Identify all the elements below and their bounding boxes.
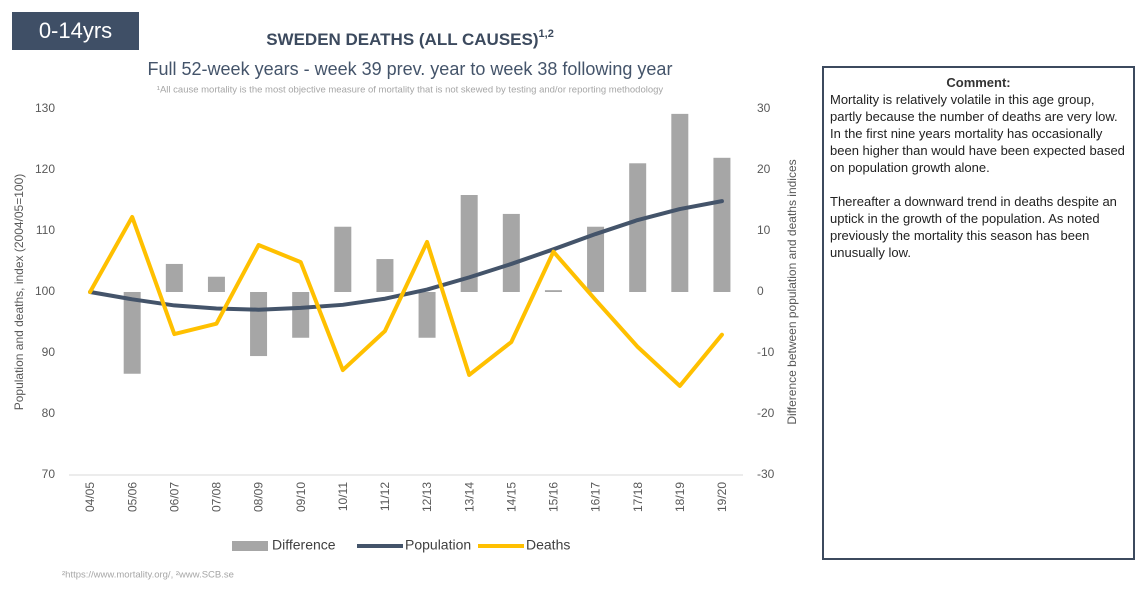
x-tick-label: 15/16: [547, 482, 561, 512]
bar: [460, 195, 478, 292]
y2-tick-label: -30: [757, 467, 775, 481]
x-tick-label: 14/15: [504, 482, 518, 512]
y-tick-label: 100: [35, 284, 55, 298]
x-tick-label: 18/19: [673, 482, 687, 512]
y-tick-label: 80: [42, 406, 56, 420]
x-tick-label: 05/06: [125, 482, 139, 512]
bar: [165, 263, 183, 292]
x-tick-label: 17/18: [631, 482, 645, 512]
x-tick-label: 11/12: [378, 482, 392, 511]
y2-tick-label: 0: [757, 284, 764, 298]
y2-tick-label: 30: [757, 101, 771, 115]
bar: [418, 292, 436, 338]
comment-paragraph: Mortality is relatively volatile in this…: [830, 92, 1125, 175]
line: [88, 214, 724, 388]
chart-title: SWEDEN DEATHS (ALL CAUSES)1,2: [266, 28, 554, 50]
legend-label: Difference: [272, 537, 336, 553]
bar: [713, 157, 731, 292]
y2-axis-label: Difference between population and deaths…: [785, 159, 799, 424]
y-tick-label: 70: [42, 467, 56, 481]
comment-title: Comment:: [946, 75, 1011, 90]
y2-tick-label: 20: [757, 162, 771, 176]
x-tick-label: 09/10: [294, 482, 308, 512]
bar: [502, 213, 520, 292]
x-tick-label: 10/11: [336, 482, 350, 511]
age-badge: 0-14yrs: [12, 12, 139, 50]
bar: [587, 226, 605, 292]
y-tick-label: 130: [35, 101, 55, 115]
bar: [671, 113, 689, 292]
subtitle: Full 52-week years - week 39 prev. year …: [148, 59, 673, 79]
y-axis-label: Population and deaths, index (2004/05=10…: [12, 174, 26, 411]
bar: [544, 290, 562, 292]
title-text: SWEDEN DEATHS (ALL CAUSES): [266, 30, 538, 49]
x-tick-label: 19/20: [715, 482, 729, 512]
bar: [292, 292, 310, 338]
y2-tick-label: -10: [757, 345, 775, 359]
title-superscript: 1,2: [539, 28, 554, 40]
x-tick-label: 04/05: [83, 482, 97, 512]
y2-tick-label: -20: [757, 406, 775, 420]
x-tick-label: 06/07: [167, 482, 181, 512]
comment-box: Comment: Mortality is relatively volatil…: [822, 66, 1135, 560]
line: [88, 199, 724, 312]
legend-label: Population: [405, 537, 471, 553]
x-tick-label: 16/17: [589, 482, 603, 512]
bar: [250, 292, 268, 357]
y-tick-label: 120: [35, 162, 55, 176]
y-tick-label: 90: [42, 345, 56, 359]
x-tick-label: 08/09: [252, 482, 266, 512]
x-tick-label: 12/13: [420, 482, 434, 512]
footnote: ²https://www.mortality.org/, ²www.SCB.se: [62, 570, 234, 581]
note: ¹All cause mortality is the most objecti…: [157, 85, 664, 96]
bar: [334, 226, 352, 292]
legend-swatch: [232, 541, 268, 551]
legend-label: Deaths: [526, 537, 570, 553]
y2-tick-label: 10: [757, 223, 771, 237]
comment-paragraph: Thereafter a downward trend in deaths de…: [830, 194, 1117, 260]
y-tick-label: 110: [36, 223, 55, 237]
bar: [207, 276, 225, 292]
bar: [123, 292, 141, 374]
bar: [629, 163, 647, 292]
x-tick-label: 13/14: [462, 482, 476, 512]
bar: [376, 259, 394, 292]
x-tick-label: 07/08: [210, 482, 224, 512]
